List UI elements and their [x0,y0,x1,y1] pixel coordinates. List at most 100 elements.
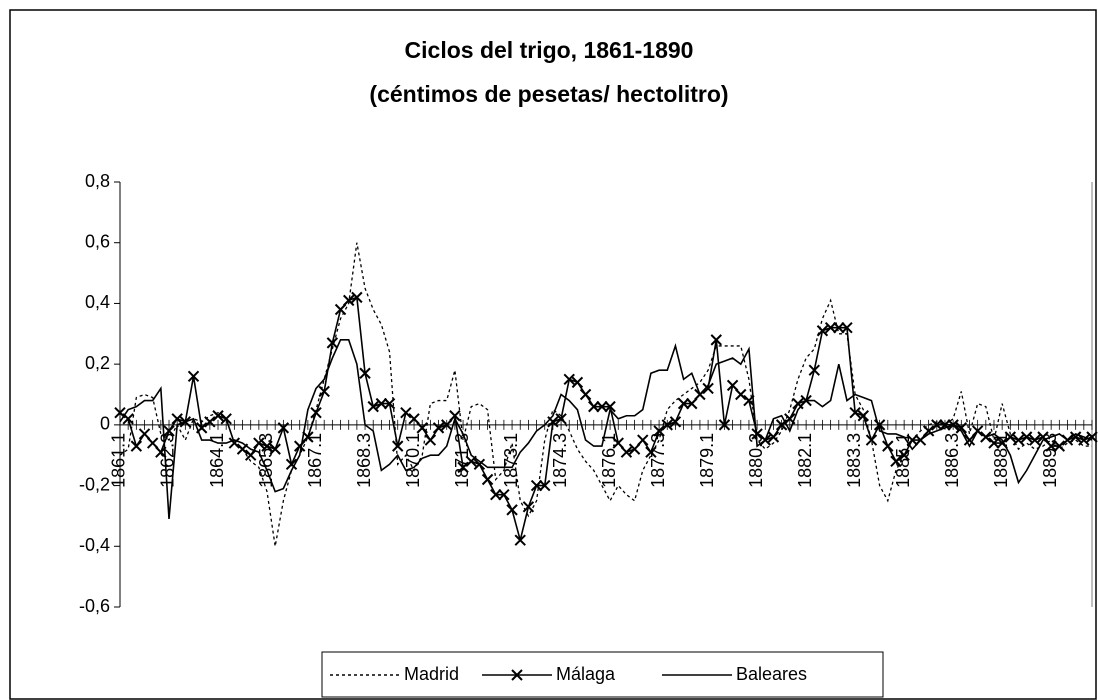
marker [677,397,690,410]
marker [342,294,355,307]
series-line [119,339,1093,520]
marker [416,422,428,434]
marker [481,473,494,486]
marker [865,434,878,446]
marker [326,337,339,349]
y-tick-label: 0 [100,414,110,434]
marker [579,388,592,401]
x-tick-label: 1867.1 [305,433,325,488]
marker [334,303,347,316]
marker [351,291,363,304]
marker [669,416,682,428]
marker [882,440,894,452]
marker [130,440,143,452]
marker [833,322,845,334]
x-tick-label: 1883.3 [844,433,864,488]
x-tick-label: 1882.1 [795,433,815,488]
marker [285,458,298,471]
marker [922,425,935,437]
marker [1004,431,1017,443]
marker [824,322,837,334]
marker [171,413,183,425]
marker [939,419,951,431]
marker [890,455,902,467]
marker [212,410,224,422]
marker [228,437,241,449]
marker [539,479,551,492]
x-tick-label: 1879.1 [697,433,717,488]
marker [277,422,290,434]
marker [359,367,371,379]
marker [392,440,404,452]
marker [269,443,281,455]
marker [490,488,502,501]
marker [612,437,624,449]
x-tick-label: 1861.1 [109,433,129,488]
y-tick-label: 0,6 [85,231,110,251]
marker [841,322,853,334]
marker [661,419,673,431]
x-tick-label: 1868.3 [354,433,374,488]
marker [588,400,600,413]
marker [571,376,584,389]
y-tick-label: 0,4 [85,292,110,312]
marker [473,458,486,471]
marker [1012,434,1025,446]
marker [383,397,396,410]
marker [710,334,722,346]
marker [1053,440,1066,452]
legend-box [321,651,884,698]
marker [1037,431,1049,443]
marker [898,449,910,461]
marker [849,407,861,419]
marker [702,382,714,395]
marker [400,407,412,419]
marker [375,397,388,410]
y-tick-label: -0,6 [79,596,110,616]
y-tick-label: -0,4 [79,535,110,555]
series-line [119,242,1092,547]
marker [408,413,420,425]
marker [506,504,518,516]
marker [441,419,453,431]
marker [310,407,322,419]
marker [424,434,437,446]
marker [1020,431,1033,443]
y-tick-label: -0,2 [79,474,110,494]
marker [751,428,763,440]
marker [522,501,535,513]
marker [767,431,780,443]
marker [261,440,273,452]
marker [432,422,445,434]
marker [514,534,526,546]
marker [318,385,330,398]
marker [204,416,216,428]
marker [163,425,175,437]
x-tick-label: 1864.1 [207,433,227,488]
marker [718,419,731,431]
marker [686,397,698,410]
x-tick-label: 1880.3 [746,433,766,488]
marker [955,422,968,434]
x-tick-label: 1865.3 [256,433,276,488]
y-tick-label: 0,8 [85,171,110,191]
marker [244,449,257,461]
marker [604,400,616,413]
marker [1086,431,1098,443]
marker [367,400,379,413]
marker [726,379,739,392]
x-tick-label: 1874.3 [550,433,570,488]
y-tick-label: 0,2 [85,353,110,373]
marker [187,370,200,382]
marker [1078,434,1090,446]
x-tick-label: 1886.3 [942,433,962,488]
marker [146,437,159,449]
legend-label: Madrid [404,664,459,684]
legend-marker [511,669,523,681]
marker [808,364,820,376]
marker [735,388,747,401]
marker [220,413,232,425]
marker [449,410,461,422]
marker [816,325,829,337]
